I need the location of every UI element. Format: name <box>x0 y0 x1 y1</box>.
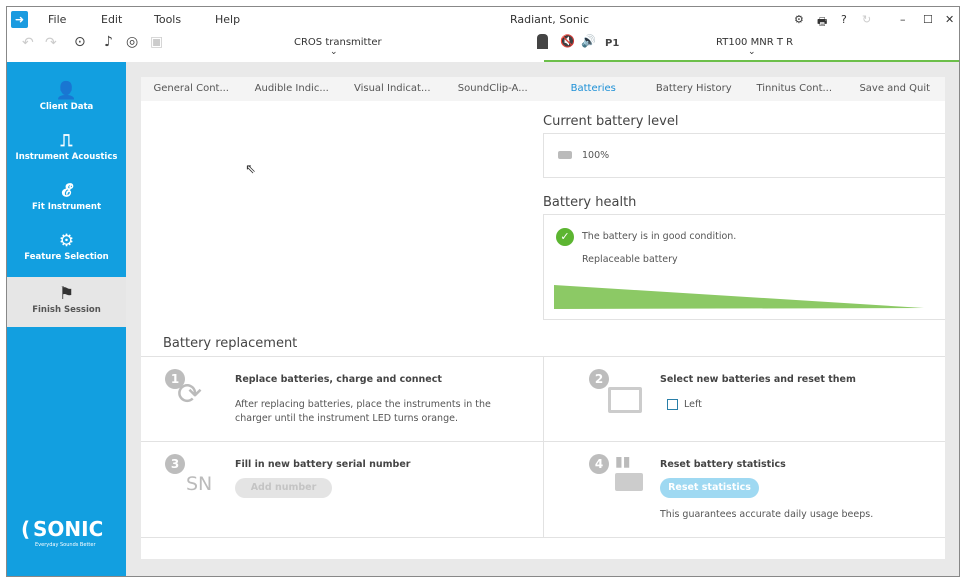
step-2-title: Select new batteries and reset them <box>660 374 856 385</box>
step-1-badge: 1 <box>165 369 185 389</box>
battery-level-value: 100% <box>582 150 610 161</box>
person-icon: 👤 <box>55 81 78 101</box>
tab-save-and-quit[interactable]: Save and Quit <box>859 83 931 94</box>
music-note-icon[interactable]: ♪ <box>104 34 113 50</box>
step-1-description: charger until the instrument LED turns o… <box>235 413 458 424</box>
battery-level-heading: Current battery level <box>543 114 679 129</box>
close-button[interactable]: ✕ <box>945 13 955 26</box>
hearing-aid-icon[interactable] <box>537 34 548 49</box>
step-3-badge: 3 <box>165 454 185 474</box>
sidebar-item-instrument-acoustics[interactable]: ⎍ Instrument Acoustics <box>7 124 126 174</box>
sidebar-item-label: Fit Instrument <box>31 202 102 212</box>
mouse-cursor: ⇖ <box>245 162 256 177</box>
sidebar-item-client-data[interactable]: 👤 Client Data <box>7 74 126 124</box>
ear-icon: 𝓔 <box>61 181 72 201</box>
minimize-button[interactable]: – <box>900 13 906 26</box>
battery-health-graph <box>554 285 924 309</box>
connection-bar <box>544 60 959 62</box>
app-window: ➜ File Edit Tools Help Radiant, Sonic ⚙ … <box>6 6 960 577</box>
left-checkbox[interactable] <box>667 399 678 410</box>
battery-icon <box>615 473 643 491</box>
sidebar-item-label: Instrument Acoustics <box>15 152 118 162</box>
menu-file[interactable]: File <box>48 13 67 26</box>
step-1-title: Replace batteries, charge and connect <box>235 374 442 385</box>
battery-icon <box>558 151 572 159</box>
hearing-aid-icon: ⎍ <box>60 131 73 151</box>
tab-battery-history[interactable]: Battery History <box>655 83 732 94</box>
target-icon[interactable]: ⊙ <box>74 34 86 50</box>
step-1-description: After replacing batteries, place the ins… <box>235 399 491 410</box>
print-icon[interactable]: 🖶 <box>817 15 828 28</box>
battery-cycle-icon: ⟳ <box>177 377 203 412</box>
step-4-note: This guarantees accurate daily usage bee… <box>660 509 874 520</box>
volume-icon[interactable]: 🔊 <box>581 34 596 48</box>
help-icon[interactable]: ? <box>841 13 847 26</box>
check-circle-icon: ✓ <box>556 228 574 246</box>
battery-health-status: The battery is in good condition. <box>582 231 737 242</box>
tab-bar: General Cont... Audible Indic... Visual … <box>141 77 945 101</box>
client-card-icon[interactable]: ▣ <box>150 34 164 50</box>
app-logo-icon: ➜ <box>11 11 28 28</box>
sidebar-item-feature-selection[interactable]: ⚙ Feature Selection <box>7 224 126 274</box>
gears-icon: ⚙ <box>58 231 75 251</box>
tab-tinnitus-controls[interactable]: Tinnitus Cont... <box>756 83 833 94</box>
menu-tools[interactable]: Tools <box>154 13 182 26</box>
left-device-selector[interactable]: CROS transmitter <box>294 37 382 48</box>
reset-statistics-button[interactable]: Reset statistics <box>660 478 759 498</box>
serial-number-icon: SN <box>186 473 213 495</box>
tab-soundclip[interactable]: SoundClip-A... <box>457 83 528 94</box>
tab-audible-indicators[interactable]: Audible Indic... <box>254 83 329 94</box>
sidebar-item-label: Client Data <box>39 102 94 112</box>
main-area: General Cont... Audible Indic... Visual … <box>126 62 959 576</box>
step-4-badge: 4 <box>589 454 609 474</box>
battery-level-card: 100% <box>543 133 945 178</box>
settings-icon[interactable]: ⚙ <box>794 13 804 26</box>
tab-batteries[interactable]: Batteries <box>570 83 616 94</box>
sidebar: 👤 Client Data ⎍ Instrument Acoustics 𝓔 Fit … <box>7 62 126 576</box>
maximize-button[interactable]: ☐ <box>923 13 933 26</box>
mute-icon[interactable]: 🔇 <box>560 34 575 48</box>
content-panel: General Cont... Audible Indic... Visual … <box>141 77 945 559</box>
add-number-button[interactable]: Add number <box>235 478 332 498</box>
step-2-badge: 2 <box>589 369 609 389</box>
redo-icon[interactable]: ↷ <box>45 35 57 51</box>
battery-select-icon <box>608 387 642 413</box>
battery-health-card: ✓ The battery is in good condition. Repl… <box>543 214 945 320</box>
battery-replacement-heading: Battery replacement <box>163 336 298 351</box>
battery-type: Replaceable battery <box>582 254 678 265</box>
chevron-down-icon[interactable]: ⌄ <box>748 47 756 57</box>
sidebar-item-fit-instrument[interactable]: 𝓔 Fit Instrument <box>7 174 126 224</box>
undo-icon[interactable]: ↶ <box>22 35 34 51</box>
feedback-icon[interactable]: ◎ <box>126 34 139 50</box>
tab-visual-indicators[interactable]: Visual Indicat... <box>353 83 431 94</box>
window-title: Radiant, Sonic <box>510 13 589 26</box>
menu-help[interactable]: Help <box>215 13 241 26</box>
battery-health-heading: Battery health <box>543 195 637 210</box>
chevron-down-icon[interactable]: ⌄ <box>330 47 338 57</box>
flag-icon: ⚑ <box>58 284 75 304</box>
sidebar-item-label: Finish Session <box>32 305 101 315</box>
statistics-icon: ▮▮ <box>615 454 631 470</box>
sidebar-item-label: Feature Selection <box>24 252 109 262</box>
menu-edit[interactable]: Edit <box>101 13 123 26</box>
step-4-title: Reset battery statistics <box>660 459 786 470</box>
step-3-title: Fill in new battery serial number <box>235 459 411 470</box>
sidebar-item-finish-session[interactable]: ⚑ Finish Session <box>7 277 126 327</box>
right-device-selector[interactable]: RT100 MNR T R <box>716 37 794 48</box>
left-checkbox-label[interactable]: Left <box>684 399 702 410</box>
program-label: P1 <box>605 38 620 49</box>
refresh-icon[interactable]: ↻ <box>862 13 872 26</box>
tab-general-controls[interactable]: General Cont... <box>153 83 229 94</box>
